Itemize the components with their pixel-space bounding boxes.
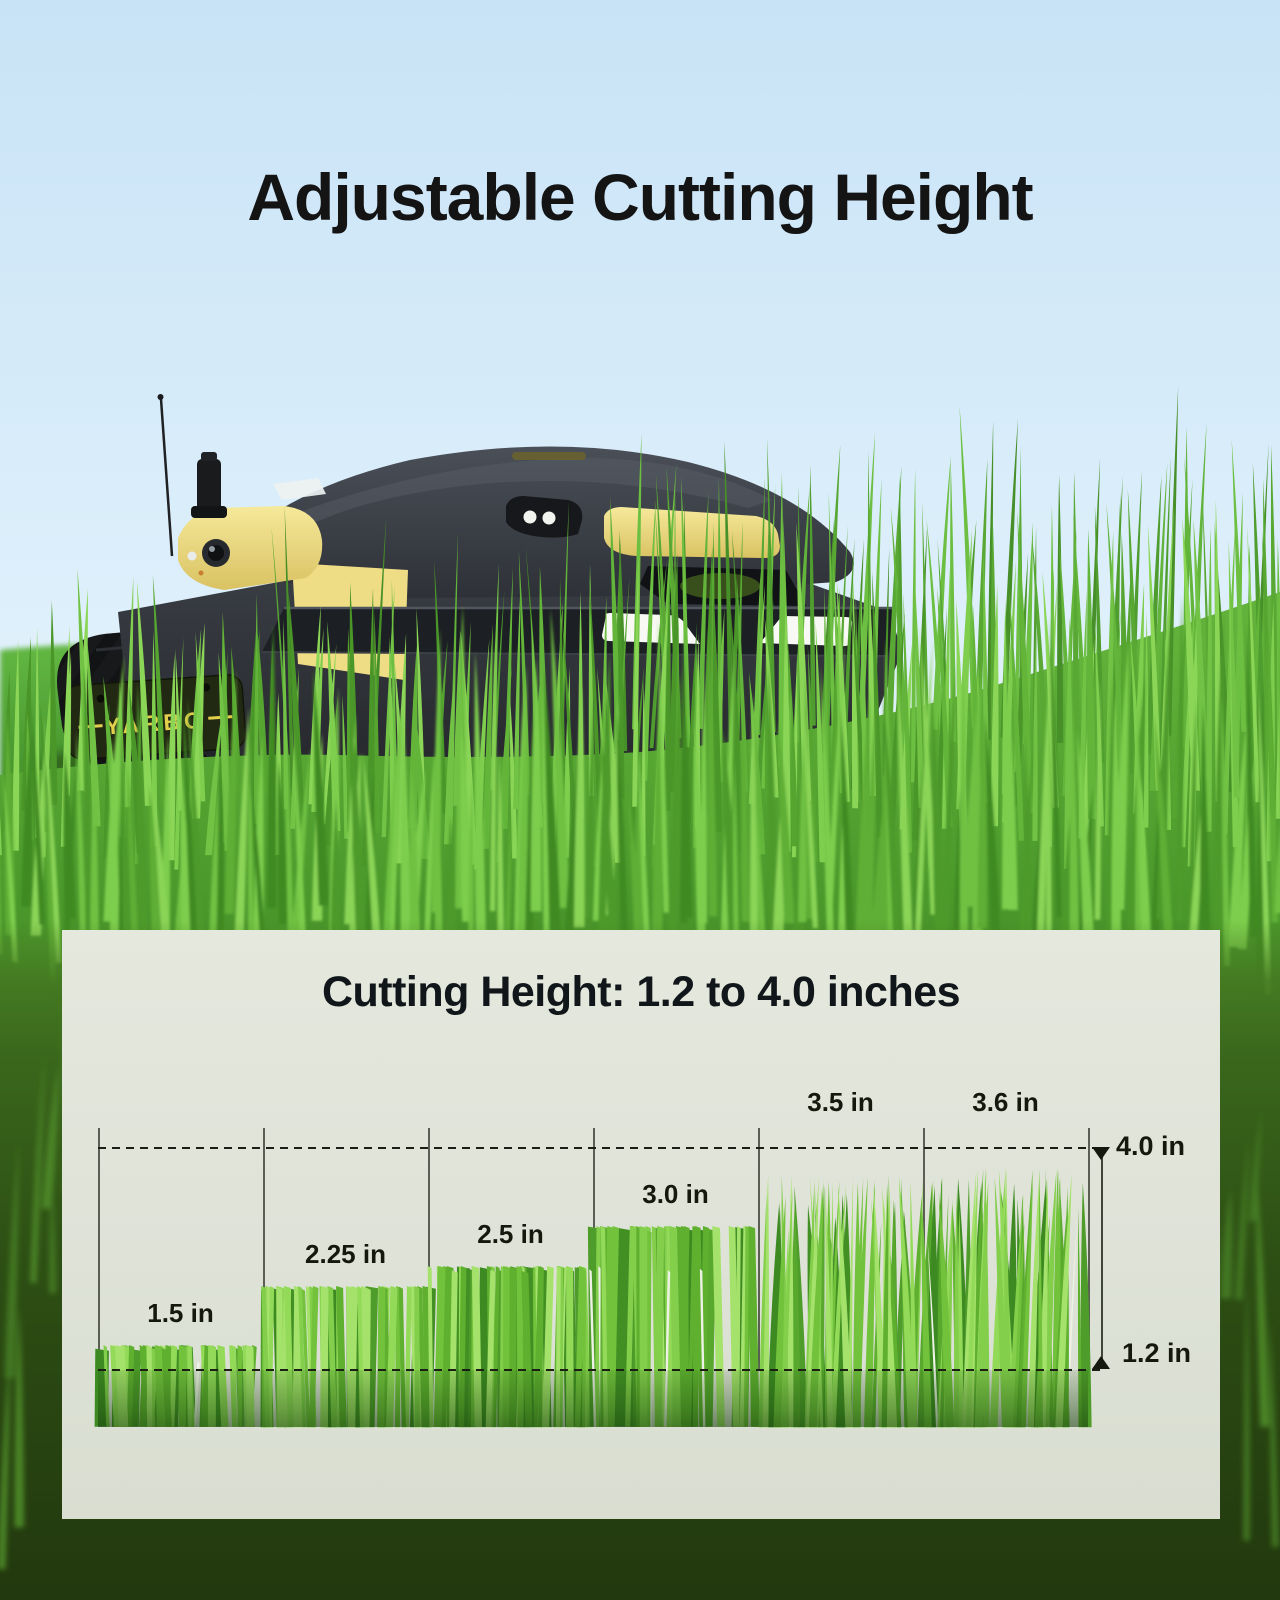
plate-screw-right [202, 683, 211, 692]
cutting-height-chart: 4.0 in 1.2 in 1.5 in 2.25 in 2.5 in 3.0 in 3… [94, 1087, 1208, 1428]
page-title: Adjustable Cutting Height [247, 160, 1033, 234]
max-height-label: 4.0 in [1116, 1131, 1186, 1161]
canopy-highlight [300, 457, 772, 522]
min-height-dashline [98, 1369, 1106, 1371]
cutting-height-panel: Cutting Height: 1.2 to 4.0 inches 4.0 in… [62, 930, 1220, 1519]
pod-indicator [198, 570, 204, 576]
bar-value-label: 3.5 in [807, 1087, 874, 1117]
min-height-label: 1.2 in [1122, 1338, 1192, 1368]
canopy-window [273, 478, 326, 500]
chart-divider [1088, 1128, 1090, 1369]
grass-bar [94, 1345, 257, 1427]
panel-title: Cutting Height: 1.2 to 4.0 inches [321, 968, 961, 1016]
camera-pod [178, 506, 323, 590]
bar-value-label: 2.25 in [305, 1238, 386, 1269]
max-height-dashline [98, 1147, 1106, 1149]
whip-antenna [157, 394, 174, 557]
headlight-right [542, 511, 556, 525]
chart-divider [263, 1128, 265, 1369]
canopy-marking [512, 452, 586, 460]
grass-bar [587, 1226, 760, 1427]
pod-light [187, 551, 197, 561]
bar-value-label: 3.0 in [642, 1179, 709, 1210]
headlight-left [523, 510, 537, 524]
chart-divider [428, 1128, 430, 1369]
grass-bar [758, 1174, 934, 1427]
bar-value-label: 2.5 in [477, 1218, 544, 1249]
bar-value-label: 1.5 in [147, 1298, 214, 1329]
chart-divider [98, 1128, 100, 1369]
min-marker-icon [1092, 1356, 1110, 1369]
max-marker-icon [1092, 1147, 1110, 1160]
chart-divider [758, 1128, 760, 1369]
grass-bar [427, 1265, 592, 1427]
height-measure-line [1101, 1147, 1103, 1369]
camera-lens-glint [209, 546, 215, 552]
grass-bar [260, 1285, 436, 1428]
rear-yellow-panel [604, 507, 780, 558]
grass-bar [917, 1166, 1092, 1427]
gps-antenna [191, 452, 227, 518]
plate-screw-left [96, 694, 105, 703]
bar-value-label: 3.6 in [972, 1087, 1039, 1117]
